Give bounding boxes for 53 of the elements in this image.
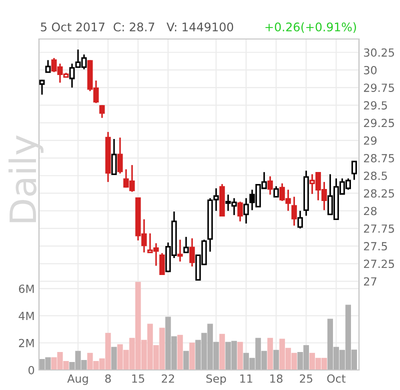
- candlestick: [159, 252, 165, 275]
- candlestick: [45, 59, 51, 73]
- x-tick-label: Oct: [327, 374, 346, 383]
- x-tick-label: 8: [105, 374, 111, 383]
- y-tick-label: 28.75: [364, 154, 394, 162]
- candlestick: [273, 185, 279, 198]
- y2-tick-label: 4M: [18, 312, 34, 320]
- y-tick-label: 28.25: [364, 189, 394, 198]
- y-tick-label: 29: [364, 136, 377, 145]
- candlestick: [243, 197, 249, 224]
- x-tick-label: Sep: [206, 374, 226, 385]
- x-tick-label: 22: [162, 374, 174, 383]
- x-tick-label: 15: [132, 374, 144, 383]
- y2-tick-label: 0: [28, 366, 34, 374]
- candlestick: [99, 104, 105, 119]
- x-tick-label: 11: [240, 374, 252, 383]
- x-tick-label: Aug: [67, 374, 88, 385]
- candlestick: [183, 236, 189, 254]
- bar: [189, 342, 195, 370]
- y-tick-label: 27: [364, 277, 376, 286]
- bar: [267, 338, 273, 370]
- y2-tick-label: 6M: [18, 284, 34, 293]
- candlestick: [117, 136, 123, 174]
- bar: [219, 334, 225, 370]
- text: +0.26(+0.91%): [265, 22, 356, 33]
- candlestick: [267, 176, 273, 196]
- bar: [183, 350, 189, 370]
- y-tick-label: 27.25: [364, 260, 394, 268]
- candlestick: [297, 210, 303, 230]
- y-tick-label: 29.25: [364, 118, 394, 128]
- y-tick-label: 27.75: [364, 224, 394, 233]
- y-tick-label: 30: [364, 66, 377, 74]
- candlestick: [291, 196, 297, 226]
- bar: [237, 342, 243, 370]
- y2-tick-label: 2M: [18, 338, 34, 348]
- chart-title: 5 Oct 2017 C: 28.7 V: 1449100: [40, 22, 234, 32]
- y-tick-label: 30.25: [364, 48, 394, 57]
- candlestick: [39, 79, 45, 96]
- candlestick: [111, 138, 117, 175]
- y-tick-label: 29.75: [364, 84, 394, 92]
- bar: [177, 334, 183, 370]
- y-tick-label: 27.5: [364, 242, 387, 250]
- candlestick: [177, 238, 183, 262]
- y-tick-label: 28: [364, 206, 377, 216]
- x-tick-label: 25: [300, 374, 312, 383]
- bar: [111, 346, 117, 370]
- y-tick-label: 28.5: [364, 172, 387, 180]
- candlestick: [237, 200, 243, 222]
- y-tick-label: 29.5: [364, 101, 387, 110]
- bar: [273, 350, 279, 370]
- candlestick: [351, 160, 357, 181]
- candlestick: [189, 238, 195, 268]
- x-tick-label: 18: [270, 374, 282, 383]
